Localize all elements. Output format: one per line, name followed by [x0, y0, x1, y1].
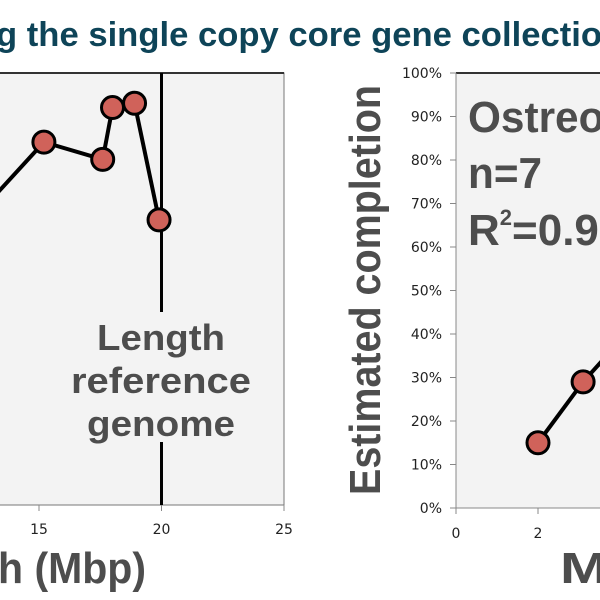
right-y-tick-label: 70% [411, 197, 442, 213]
reference-label-line2: reference [71, 360, 251, 401]
left-data-point [90, 146, 116, 172]
left-data-point [122, 90, 148, 116]
annotation-r2: R2=0.99 [468, 205, 600, 255]
left-x-tick-label: 20 [153, 522, 171, 538]
annotation-n: n=7 [468, 149, 542, 198]
reference-label-line1: Length [97, 317, 225, 358]
annotation-r2-value: =0.99 [512, 206, 600, 255]
right-y-tick-label: 10% [411, 458, 442, 474]
right-y-tick-label: 60% [411, 240, 442, 256]
reference-label-line3: genome [87, 403, 235, 444]
right-series-segment [536, 380, 585, 444]
annotation-organism: Ostreoc [468, 93, 600, 142]
left-data-point [100, 95, 125, 121]
right-y-tick-label: 90% [411, 110, 442, 126]
right-data-point [525, 430, 551, 456]
right-y-tick-label: 30% [411, 371, 442, 387]
right-y-tick-label: 20% [411, 414, 442, 430]
right-data-point [570, 369, 596, 395]
left-x-tick-label: 15 [30, 522, 48, 538]
right-y-tick-label: 50% [411, 284, 442, 300]
right-y-axis-label: Estimated completion [341, 85, 390, 495]
right-chart: 0% 10% 20% 30% 40% 50% 60% 70% 80% 90% 100% 0 2 Esti… [341, 66, 600, 593]
annotation-r2-prefix: R [468, 206, 500, 255]
right-y-tick-label: 80% [411, 153, 442, 169]
left-x-tick-label: 25 [275, 522, 293, 538]
reference-label-bg [84, 312, 244, 442]
right-x-tick-label: 0 [452, 526, 461, 542]
left-x-axis-label: h (Mbp) [0, 544, 146, 593]
right-x-axis-label: M [560, 544, 600, 593]
annotation-r2-sup: 2 [500, 205, 512, 230]
right-y-tick-label: 40% [411, 327, 442, 343]
right-y-tick-label: 0% [420, 501, 442, 517]
left-chart: 15 20 25 Length reference genome h (Mbp) [0, 72, 293, 593]
left-series-segment [0, 140, 46, 194]
left-data-point [146, 207, 172, 233]
left-data-point [31, 129, 57, 155]
right-y-tick-label: 100% [402, 66, 442, 82]
right-x-tick-label: 2 [534, 526, 543, 542]
slide-title: g the single copy core gene collectio [0, 16, 600, 54]
left-series-segment [132, 102, 162, 221]
